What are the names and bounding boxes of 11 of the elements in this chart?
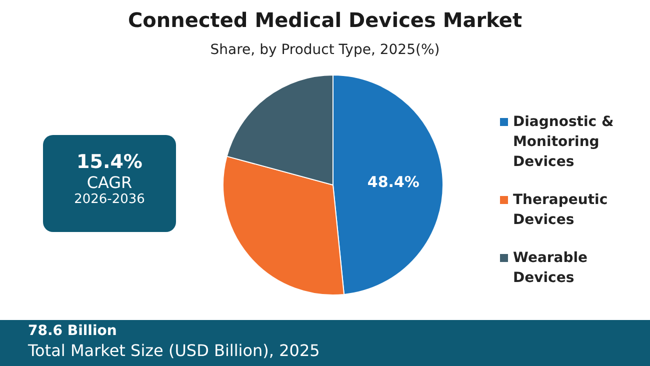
text: 2026-2036 <box>73 192 146 207</box>
legend-label: Wearable Devices <box>513 249 589 288</box>
legend-label: Diagnostic & Monitoring Devices <box>513 113 615 172</box>
chart-title: Connected Medical Devices Market <box>126 8 524 32</box>
legend-label: Therapeutic Devices <box>513 191 609 230</box>
text: 78.6 Billion <box>28 323 117 339</box>
text: CAGR <box>86 173 134 192</box>
text: Total Market Size (USD Billion), 2025 <box>28 341 320 360</box>
chart-subtitle: Share, by Product Type, 2025(%) <box>209 42 441 58</box>
text: 15.4% <box>76 151 144 173</box>
data-label: 48.4% <box>367 172 420 191</box>
